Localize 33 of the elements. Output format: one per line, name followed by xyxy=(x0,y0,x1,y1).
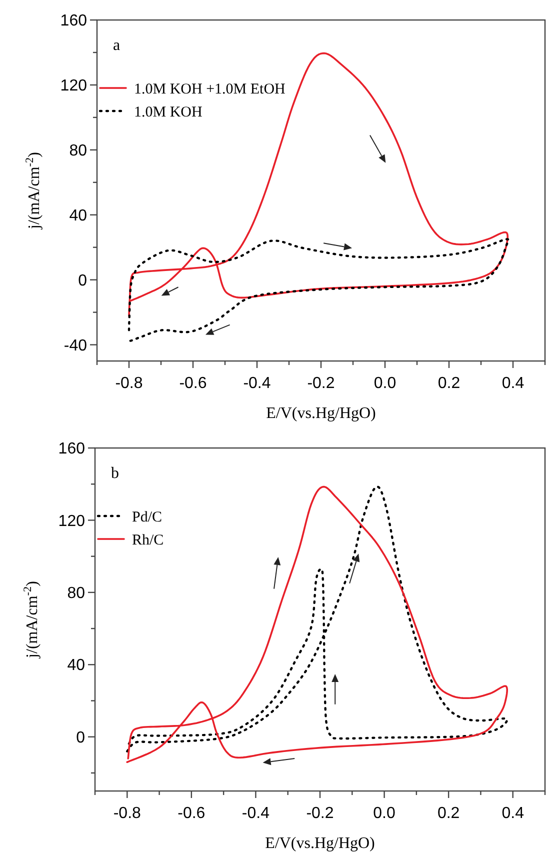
x-axis-title: E/V(vs.Hg/HgO) xyxy=(265,835,375,852)
y-tick-label: 160 xyxy=(60,12,88,30)
legend-label: 1.0M KOH xyxy=(134,104,202,120)
legend-label: 1.0M KOH +1.0M EtOH xyxy=(134,81,286,98)
y-tick-label: 40 xyxy=(67,657,86,674)
x-axis-title: E/V(vs.Hg/HgO) xyxy=(266,405,376,422)
legend-label: Pd/C xyxy=(132,509,162,526)
y-tick-label: 80 xyxy=(69,142,88,160)
x-tick-label: 0.4 xyxy=(502,375,524,392)
y-tick-label: 40 xyxy=(69,207,88,224)
x-tick-label: -0.2 xyxy=(306,805,334,822)
annotation: a xyxy=(113,37,120,54)
y-tick-label: 0 xyxy=(76,729,86,746)
x-tick-label: -0.6 xyxy=(179,375,207,392)
legend-label: Rh/C xyxy=(132,532,164,548)
y-tick-label: 80 xyxy=(67,585,86,602)
x-tick-label: -0.2 xyxy=(307,375,335,392)
x-tick-label: 0.2 xyxy=(437,805,460,822)
x-tick-label: 0.0 xyxy=(373,805,396,822)
x-tick-label: 0.0 xyxy=(374,375,396,392)
y-tick-label: -40 xyxy=(64,337,88,354)
annotation: b xyxy=(111,465,119,482)
y-tick-label: 120 xyxy=(60,78,88,95)
y-tick-label: 160 xyxy=(58,440,86,458)
x-tick-label: 0.4 xyxy=(502,805,524,822)
x-tick-label: 0.2 xyxy=(438,375,460,392)
y-tick-label: 120 xyxy=(58,512,86,530)
x-tick-label: -0.8 xyxy=(113,805,142,822)
x-tick-label: -0.8 xyxy=(115,375,143,392)
x-tick-label: -0.6 xyxy=(178,805,206,822)
x-tick-label: -0.4 xyxy=(242,805,270,822)
x-tick-label: -0.4 xyxy=(243,375,271,392)
y-tick-label: 0 xyxy=(78,272,88,290)
